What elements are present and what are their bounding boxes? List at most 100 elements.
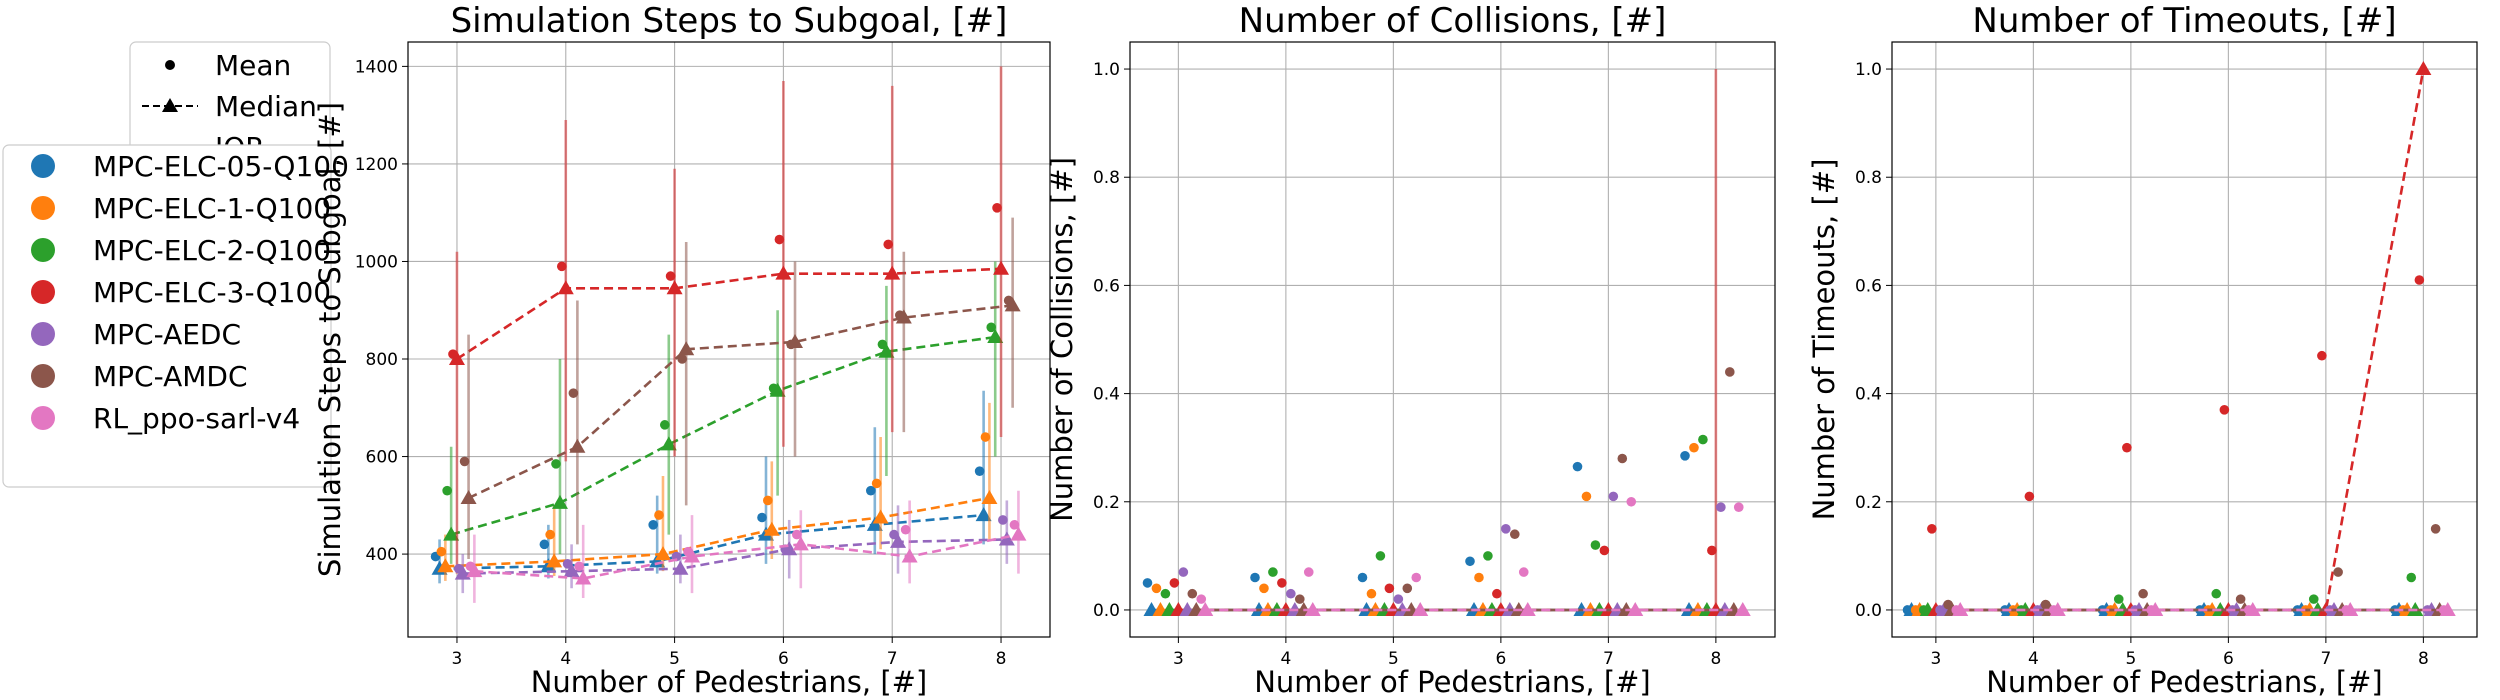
- mean-marker: [1509, 529, 1520, 540]
- x-tick-label: 3: [452, 649, 463, 669]
- mean-marker: [551, 459, 561, 469]
- chart-panel-timeouts: 0.0 0.2 0.4 0.6 0.8 1.0 3 4 5 6 7 8 Number of Timeou…: [1807, 1, 2478, 699]
- median-marker: [987, 329, 1004, 344]
- series-rl-ppo-sarl-v4: [465, 490, 1027, 603]
- series-mpc-elc-1-q100: [1151, 442, 1706, 616]
- mean-marker: [786, 339, 796, 350]
- mean-marker: [2211, 588, 2222, 599]
- x-tick-label: 5: [1388, 649, 1399, 669]
- x-axis-label: Number of Pedestrians, [#]: [531, 665, 928, 699]
- series-legend-box: [2, 144, 332, 488]
- legend: MeanMedianIQRMPC-ELC-05-Q100MPC-ELC-1-Q1…: [2, 41, 349, 488]
- median-marker: [2415, 61, 2432, 76]
- legend-swatch: [31, 238, 55, 262]
- mean-marker: [1626, 496, 1637, 507]
- median-marker: [569, 438, 586, 453]
- mean-marker: [665, 271, 676, 281]
- mean-marker: [871, 478, 882, 489]
- x-tick-label: 7: [1603, 649, 1614, 669]
- series-rl-ppo-sarl-v4: [1196, 496, 1751, 616]
- y-axis-label: Number of Collisions, [#]: [1045, 157, 1079, 522]
- median-marker: [878, 343, 895, 358]
- y-tick-label: 1400: [355, 57, 398, 77]
- mean-marker: [1707, 545, 1717, 556]
- chart-title: Number of Collisions, [#]: [1239, 1, 1667, 41]
- chart-panel-steps: 400 600 800 1000 1200 1400 3 4 5 6 7 8 Simulation St…: [313, 1, 1051, 699]
- y-tick-label: 0.8: [1855, 168, 1882, 188]
- series-mpc-amdc: [1187, 367, 1742, 616]
- mean-marker: [648, 520, 658, 530]
- median-marker: [448, 351, 465, 366]
- x-tick-label: 3: [1173, 649, 1184, 669]
- y-axis-label: Simulation Steps to Subgoal, [#]: [313, 102, 347, 577]
- x-tick-label: 7: [887, 649, 898, 669]
- mean-marker: [866, 485, 876, 496]
- mean-marker: [883, 239, 894, 250]
- mean-marker: [1465, 556, 1475, 567]
- median-marker: [557, 280, 574, 295]
- mean-marker: [2317, 350, 2327, 361]
- mean-marker: [1187, 588, 1198, 599]
- mean-marker: [1689, 442, 1699, 453]
- mean-marker: [574, 561, 584, 572]
- series-mpc-elc-3-q100: [1927, 61, 2432, 616]
- legend-label-mean: Mean: [215, 49, 291, 82]
- mean-marker: [1501, 524, 1511, 534]
- median-marker: [792, 536, 809, 551]
- median-marker: [563, 563, 580, 578]
- mean-marker: [792, 529, 802, 540]
- median-legend-marker: [162, 98, 178, 112]
- legend-label: MPC-ELC-1-Q100: [93, 192, 331, 225]
- mean-marker: [877, 339, 888, 350]
- mean-marker: [763, 495, 773, 506]
- median-marker: [866, 516, 883, 531]
- legend-label: MPC-ELC-3-Q100: [93, 276, 331, 309]
- mean-marker: [677, 354, 687, 364]
- mean-marker: [986, 322, 997, 333]
- mean-marker: [757, 512, 767, 523]
- mean-marker: [1357, 572, 1368, 583]
- median-marker: [660, 436, 677, 451]
- median-marker: [466, 563, 483, 578]
- mean-legend-marker: [165, 60, 175, 70]
- mean-marker: [1617, 453, 1628, 464]
- mean-marker: [2243, 605, 2254, 615]
- mean-marker: [1384, 583, 1395, 594]
- legend-swatch: [31, 322, 55, 346]
- mean-marker: [1716, 502, 1726, 512]
- legend-label: MPC-ELC-05-Q100: [93, 150, 349, 183]
- mean-marker: [2113, 594, 2124, 604]
- median-marker: [975, 507, 992, 522]
- median-marker: [1010, 526, 1027, 541]
- y-tick-label: 1000: [355, 252, 398, 272]
- mean-marker: [459, 456, 470, 467]
- mean-marker: [1492, 588, 1502, 599]
- mean-marker: [2438, 605, 2449, 615]
- legend-label: RL_ppo-sarl-v4: [93, 402, 300, 435]
- mean-marker: [1733, 502, 1744, 512]
- mean-marker: [1277, 578, 1287, 588]
- x-axis-label: Number of Pedestrians, [#]: [1986, 665, 2383, 699]
- mean-marker: [1608, 491, 1619, 502]
- plot-frame: [407, 41, 1051, 638]
- median-marker: [437, 558, 454, 573]
- mean-marker: [1590, 540, 1601, 550]
- series-rl-ppo-sarl-v4: [1951, 601, 2456, 616]
- median-marker: [993, 260, 1010, 275]
- mean-marker: [2308, 594, 2319, 604]
- series-mpc-amdc: [459, 217, 1021, 559]
- mean-marker: [683, 546, 693, 557]
- mean-marker: [1951, 605, 1962, 615]
- mean-marker: [442, 485, 452, 496]
- legend-label: MPC-AMDC: [93, 360, 248, 393]
- mean-marker: [2122, 442, 2132, 453]
- x-tick-label: 5: [669, 649, 680, 669]
- mean-marker: [974, 466, 985, 476]
- mean-marker: [1375, 551, 1386, 561]
- y-tick-label: 0.2: [1093, 493, 1120, 513]
- mean-marker: [1196, 594, 1207, 604]
- plot-frame: [1129, 41, 1776, 638]
- y-tick-label: 0.0: [1855, 601, 1882, 621]
- median-line: [462, 538, 1007, 575]
